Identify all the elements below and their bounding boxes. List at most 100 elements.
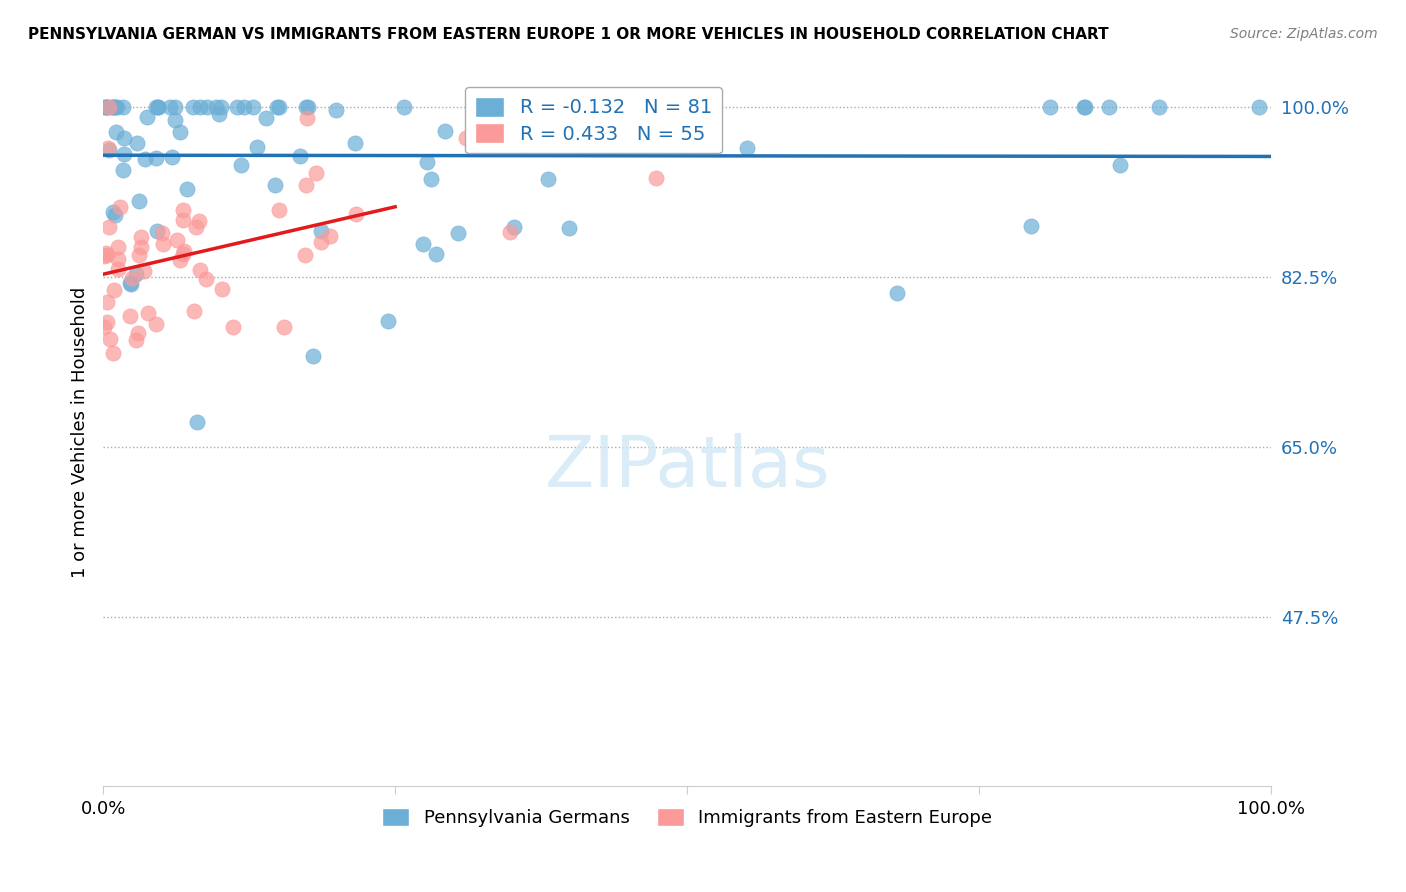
- Point: [229, 158, 252, 172]
- Y-axis label: 1 or more Vehicles in Household: 1 or more Vehicles in Household: [72, 286, 89, 578]
- Point: [105, 99, 128, 113]
- Point: [163, 99, 186, 113]
- Point: [163, 113, 186, 128]
- Point: [294, 178, 316, 192]
- Point: [98, 220, 121, 235]
- Point: [1098, 99, 1121, 113]
- Point: [204, 99, 226, 113]
- Point: [145, 317, 167, 331]
- Point: [668, 128, 690, 142]
- Point: [309, 224, 332, 238]
- Point: [112, 131, 135, 145]
- Point: [433, 124, 456, 138]
- Point: [264, 178, 287, 192]
- Point: [209, 99, 232, 113]
- Point: [98, 143, 121, 157]
- Point: [169, 125, 191, 139]
- Point: [208, 107, 231, 121]
- Point: [96, 248, 118, 262]
- Point: [186, 415, 208, 429]
- Point: [103, 99, 125, 113]
- Point: [537, 171, 560, 186]
- Point: [93, 249, 115, 263]
- Point: [105, 125, 128, 139]
- Point: [447, 226, 470, 240]
- Point: [1074, 99, 1097, 113]
- Point: [150, 227, 173, 241]
- Point: [93, 99, 115, 113]
- Point: [558, 221, 581, 235]
- Point: [425, 246, 447, 260]
- Point: [1021, 219, 1043, 233]
- Text: Source: ZipAtlas.com: Source: ZipAtlas.com: [1230, 27, 1378, 41]
- Point: [1038, 99, 1060, 113]
- Point: [644, 171, 666, 186]
- Point: [226, 99, 249, 113]
- Point: [120, 277, 142, 292]
- Point: [195, 271, 218, 285]
- Point: [107, 240, 129, 254]
- Point: [96, 246, 118, 260]
- Point: [605, 99, 627, 113]
- Point: [288, 149, 311, 163]
- Point: [145, 151, 167, 165]
- Point: [98, 99, 121, 113]
- Point: [456, 131, 478, 145]
- Point: [104, 208, 127, 222]
- Point: [166, 233, 188, 247]
- Point: [295, 99, 318, 113]
- Point: [128, 194, 150, 208]
- Point: [101, 205, 124, 219]
- Point: [134, 263, 156, 277]
- Text: PENNSYLVANIA GERMAN VS IMMIGRANTS FROM EASTERN EUROPE 1 OR MORE VEHICLES IN HOUS: PENNSYLVANIA GERMAN VS IMMIGRANTS FROM E…: [28, 27, 1109, 42]
- Point: [188, 99, 211, 113]
- Point: [735, 141, 758, 155]
- Point: [295, 111, 318, 125]
- Point: [266, 99, 288, 113]
- Point: [101, 99, 124, 113]
- Point: [172, 203, 194, 218]
- Point: [1073, 99, 1095, 113]
- Point: [172, 247, 194, 261]
- Point: [377, 313, 399, 327]
- Point: [125, 267, 148, 281]
- Point: [134, 152, 156, 166]
- Point: [96, 315, 118, 329]
- Point: [145, 99, 167, 113]
- Point: [146, 99, 169, 113]
- Legend: Pennsylvania Germans, Immigrants from Eastern Europe: Pennsylvania Germans, Immigrants from Ea…: [375, 800, 1000, 834]
- Point: [98, 332, 121, 346]
- Point: [325, 103, 347, 117]
- Point: [302, 349, 325, 363]
- Point: [128, 248, 150, 262]
- Point: [94, 99, 117, 113]
- Point: [127, 326, 149, 340]
- Point: [129, 230, 152, 244]
- Point: [416, 154, 439, 169]
- Point: [294, 247, 316, 261]
- Point: [96, 99, 118, 113]
- Point: [101, 99, 124, 113]
- Point: [1249, 99, 1271, 113]
- Point: [138, 306, 160, 320]
- Point: [181, 99, 204, 113]
- Point: [160, 150, 183, 164]
- Point: [232, 99, 254, 113]
- Point: [97, 141, 120, 155]
- Point: [319, 229, 342, 244]
- Point: [499, 225, 522, 239]
- Point: [392, 99, 415, 113]
- Point: [188, 263, 211, 277]
- Point: [96, 99, 118, 113]
- Point: [125, 333, 148, 347]
- Point: [121, 271, 143, 285]
- Point: [245, 140, 267, 154]
- Point: [503, 220, 526, 235]
- Point: [129, 240, 152, 254]
- Point: [503, 99, 526, 113]
- Point: [112, 99, 135, 113]
- Point: [118, 276, 141, 290]
- Point: [254, 112, 277, 126]
- Point: [197, 99, 219, 113]
- Point: [104, 99, 127, 113]
